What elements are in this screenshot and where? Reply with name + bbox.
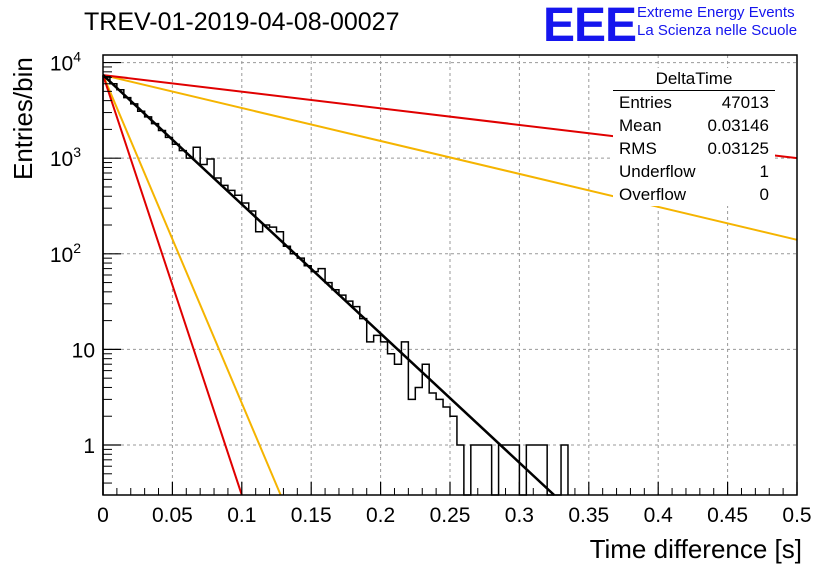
stats-box: DeltaTime Entries 47013 Mean 0.03146 RMS 0.… xyxy=(613,68,775,206)
x-tick-label: 0 xyxy=(97,504,109,527)
stats-row: Underflow 1 xyxy=(613,160,775,183)
y-tick-label: 104 xyxy=(50,49,81,76)
stats-value: 0 xyxy=(759,185,769,204)
stats-row: Mean 0.03146 xyxy=(613,114,775,137)
stats-box-title: DeltaTime xyxy=(613,68,775,91)
stats-value: 0.03125 xyxy=(707,139,769,158)
fit-line xyxy=(102,74,243,496)
y-tick-label: 1 xyxy=(83,435,95,458)
stats-row: Entries 47013 xyxy=(613,91,775,114)
stats-label: Underflow xyxy=(619,162,696,181)
eee-logo: EEE xyxy=(543,0,637,52)
logo-caption-line1: Extreme Energy Events xyxy=(637,4,795,21)
y-tick-label: 102 xyxy=(50,240,81,267)
stats-label: Entries xyxy=(619,93,672,112)
x-tick-label: 0.25 xyxy=(430,504,471,527)
series-layer xyxy=(102,74,798,496)
x-tick-label: 0.5 xyxy=(782,504,811,527)
fit-line-total xyxy=(102,74,555,496)
y-axis-label: Entries/bin xyxy=(8,57,38,180)
stats-row: Overflow 0 xyxy=(613,183,775,206)
tick-layer: 0 0.05 0.1 0.15 0.2 0.25 0.3 0.35 0.4 0.45 0.51101… xyxy=(50,49,812,527)
x-tick-label: 0.4 xyxy=(644,504,674,527)
fit-line xyxy=(102,74,798,241)
x-tick-label: 0.15 xyxy=(291,504,332,527)
chart-title: TREV-01-2019-04-08-00027 xyxy=(84,8,400,36)
stats-value: 0.03146 xyxy=(707,116,769,135)
stats-row: RMS 0.03125 xyxy=(613,137,775,160)
x-tick-label: 0.45 xyxy=(707,504,748,527)
x-axis-label: Time difference [s] xyxy=(589,534,802,564)
x-tick-label: 0.3 xyxy=(505,504,534,527)
x-tick-label: 0.05 xyxy=(152,504,193,527)
stats-label: RMS xyxy=(619,139,657,158)
histogram-outline xyxy=(102,76,569,496)
x-tick-label: 0.35 xyxy=(568,504,609,527)
stats-value: 47013 xyxy=(721,93,769,112)
y-tick-label: 10 xyxy=(72,339,95,362)
logo-caption-line2: La Scienza nelle Scuole xyxy=(637,22,798,39)
y-tick-label: 103 xyxy=(50,144,81,171)
logo-caption: Extreme Energy Events La Scienza nelle S… xyxy=(637,4,797,40)
x-tick-label: 0.2 xyxy=(366,504,395,527)
stats-value: 1 xyxy=(759,162,769,181)
x-tick-label: 0.1 xyxy=(227,504,256,527)
stats-label: Mean xyxy=(619,116,662,135)
fit-line xyxy=(102,74,282,496)
stats-label: Overflow xyxy=(619,185,687,204)
